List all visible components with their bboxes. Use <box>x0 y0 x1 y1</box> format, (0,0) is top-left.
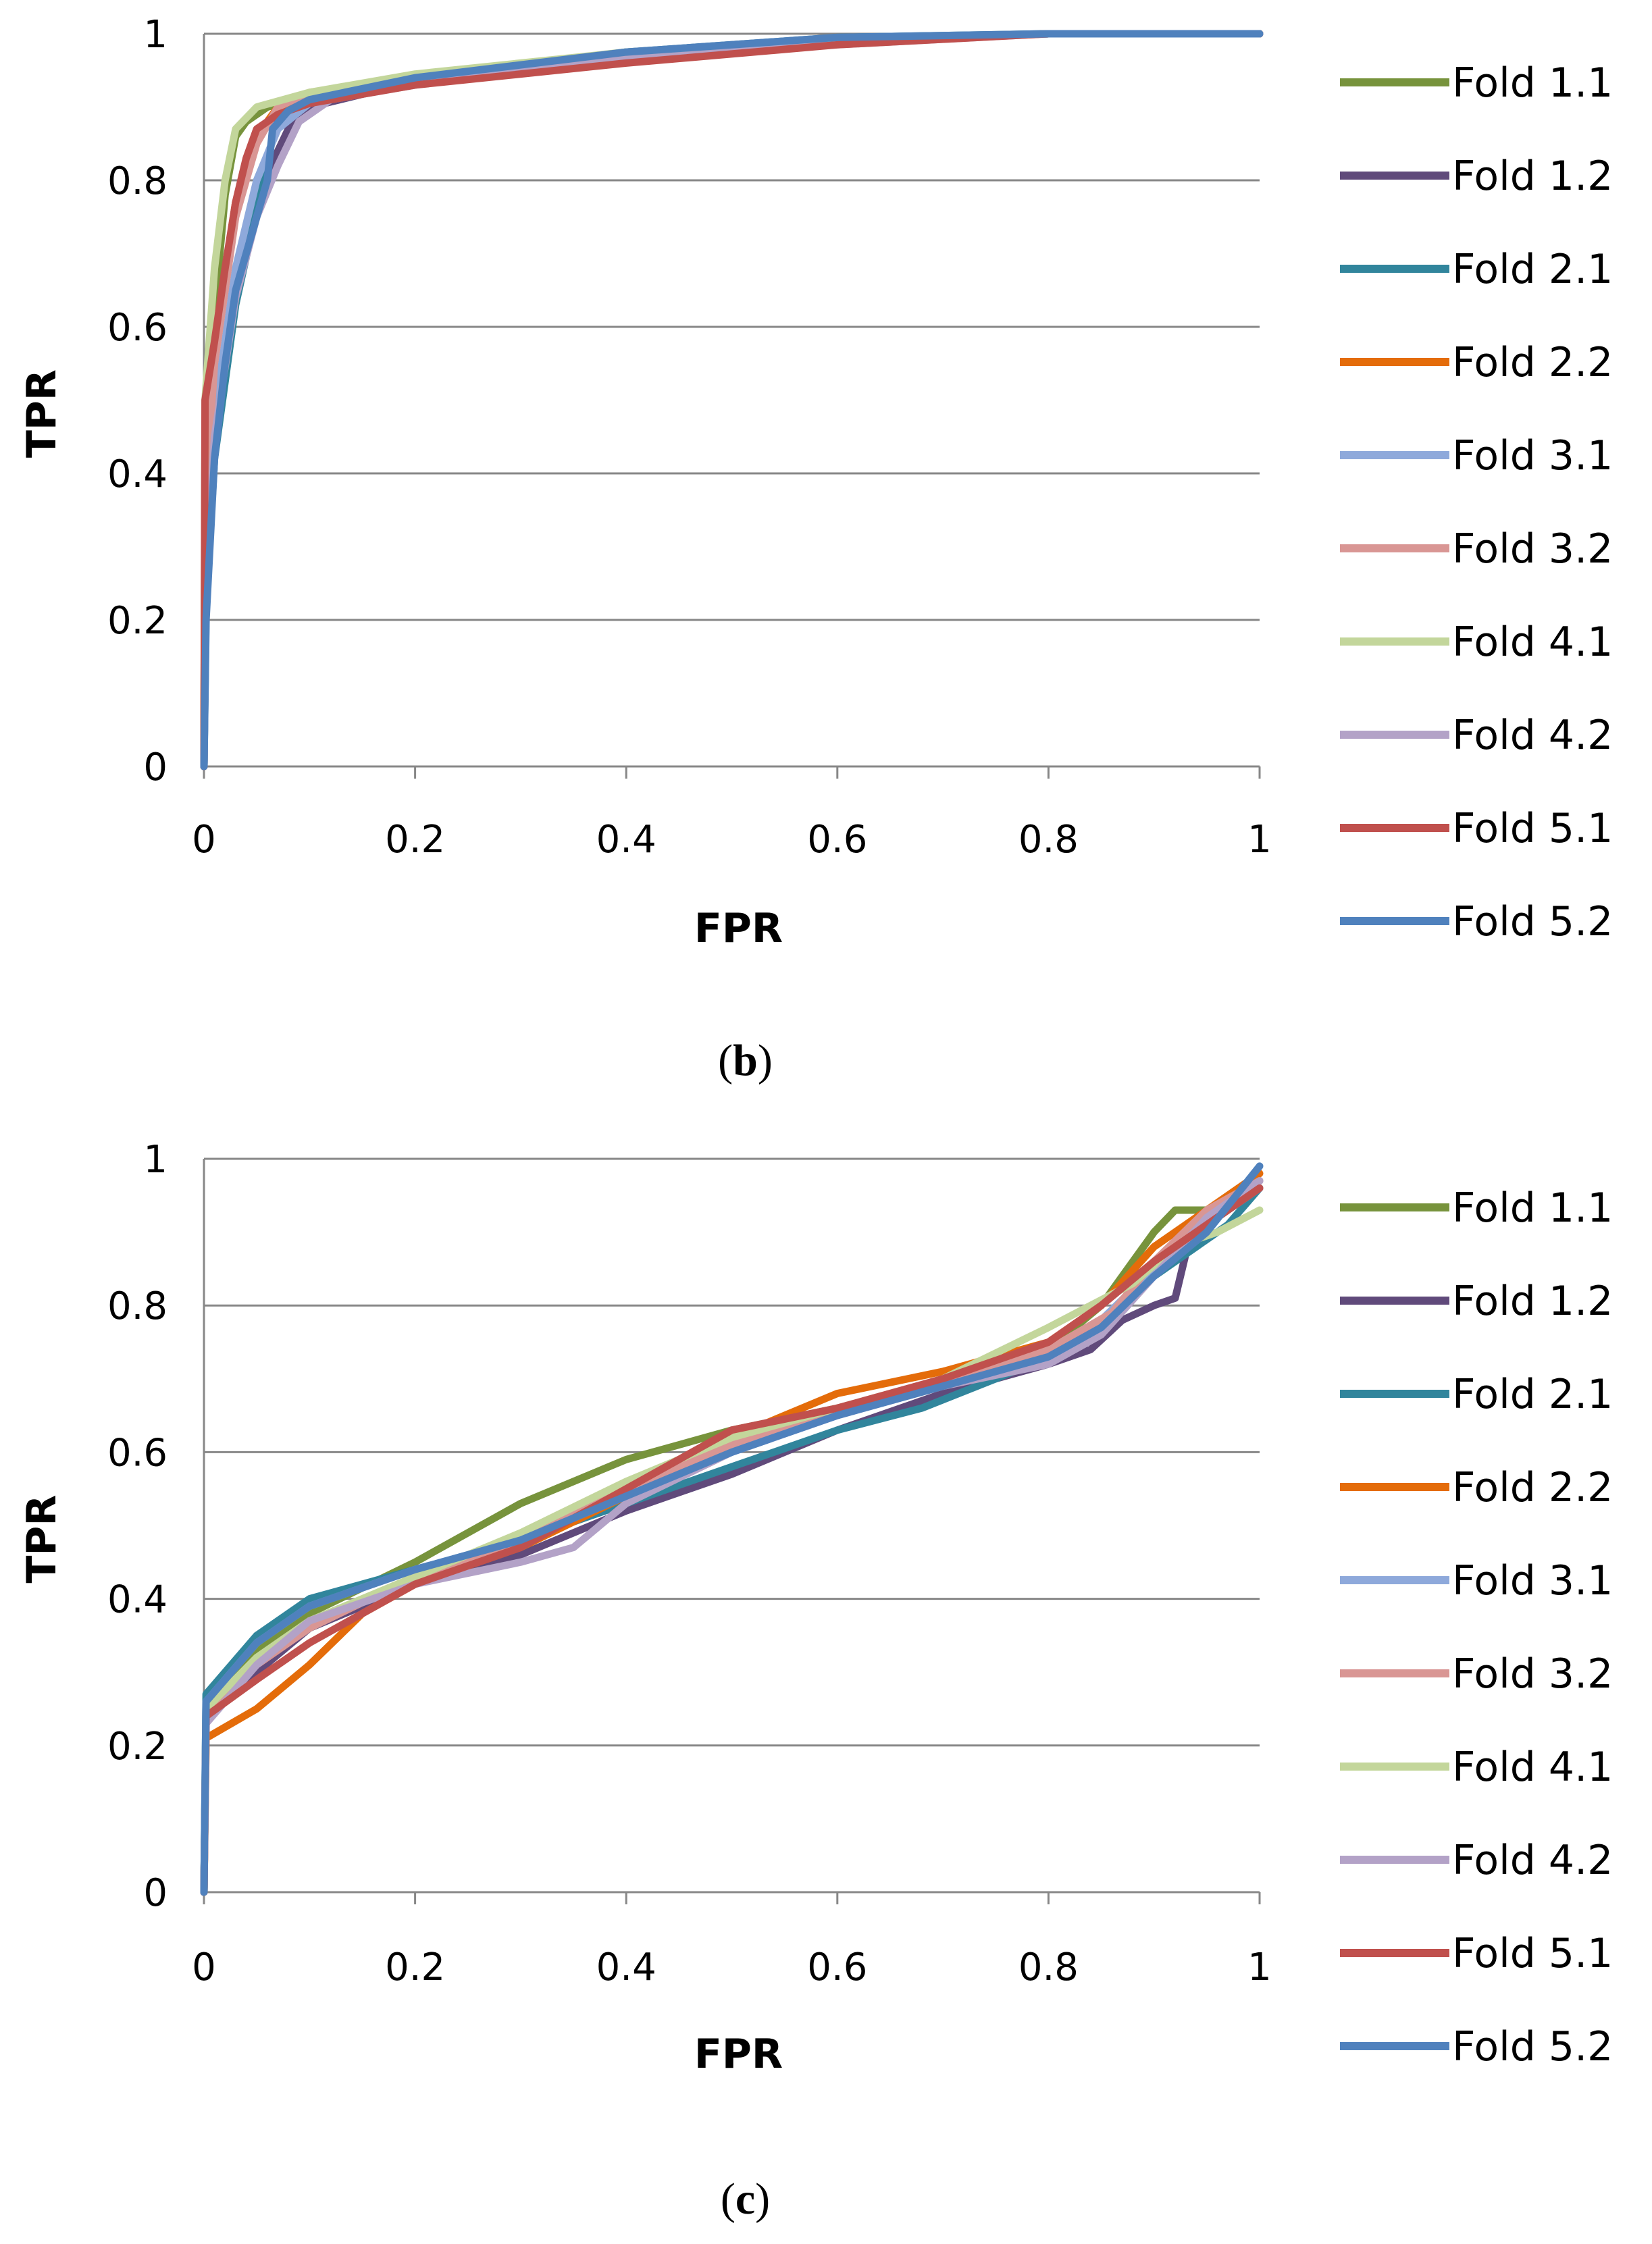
legend-label: Fold 3.2 <box>1452 1650 1613 1698</box>
legend-label: Fold 5.2 <box>1452 898 1613 945</box>
legend-label: Fold 1.2 <box>1452 1278 1613 1325</box>
caption-close-paren: ) <box>755 2174 770 2224</box>
y-tick-label: 0 <box>143 746 167 789</box>
x-tick-label: 0 <box>192 1946 216 1989</box>
series-line-fold-5.1 <box>200 1184 1264 1896</box>
caption-panel-letter: c <box>735 2174 755 2224</box>
x-tick-label: 0.6 <box>807 1946 867 1989</box>
legend-label: Fold 2.1 <box>1452 246 1613 293</box>
y-tick-label: 0.2 <box>107 599 167 643</box>
series-line-fold-5.2 <box>200 30 1264 771</box>
caption-close-paren: ) <box>758 1036 773 1085</box>
legend-label: Fold 1.1 <box>1452 59 1613 107</box>
y-tick-label: 0 <box>143 1871 167 1915</box>
series-line-fold-5.2 <box>200 1162 1264 1896</box>
y-tick-label: 0.2 <box>107 1725 167 1769</box>
x-tick-label: 0 <box>192 818 216 862</box>
x-tick-label: 0.8 <box>1018 1946 1079 1989</box>
caption-panel-letter: b <box>733 1036 758 1085</box>
legend-label: Fold 2.2 <box>1452 339 1613 386</box>
roc-chart-panel-c: 0 0.2 0.4 0.6 0.8 1 0 0.2 0.4 0.6 0.8 1 FPR TPR Fold 1… <box>18 1138 1613 2224</box>
x-tick-label: 1 <box>1247 1946 1272 1989</box>
roc-chart-panel-b: 0 0.2 0.4 0.6 0.8 1 0 0.2 0.4 0.6 0.8 1 FPR TPR Fold 1… <box>18 13 1613 1085</box>
x-tick-label: 0.2 <box>385 818 445 862</box>
legend-label: Fold 2.1 <box>1452 1371 1613 1418</box>
x-tick-label: 1 <box>1247 818 1272 862</box>
legend-label: Fold 1.2 <box>1452 153 1613 200</box>
x-axis-title: FPR <box>694 2031 783 2078</box>
legend-label: Fold 5.1 <box>1452 1930 1613 1977</box>
y-tick-label: 0.6 <box>107 1431 167 1475</box>
y-axis-title: TPR <box>18 369 66 458</box>
y-tick-label: 1 <box>143 1138 167 1182</box>
legend-label: Fold 4.1 <box>1452 1744 1613 1791</box>
y-tick-label: 0.6 <box>107 306 167 350</box>
legend-label: Fold 4.2 <box>1452 1837 1613 1884</box>
legend-label: Fold 4.1 <box>1452 619 1613 666</box>
y-tick-label: 0.8 <box>107 159 167 203</box>
x-tick-label: 0.4 <box>596 1946 656 1989</box>
panel-caption: (c) <box>721 2174 770 2224</box>
x-tick-label: 0.4 <box>596 818 656 862</box>
legend-label: Fold 2.2 <box>1452 1464 1613 1511</box>
x-tick-label: 0.8 <box>1018 818 1079 862</box>
legend-label: Fold 3.1 <box>1452 432 1613 479</box>
caption-open-paren: ( <box>721 2174 735 2224</box>
x-tick-label: 0.2 <box>385 1946 445 1989</box>
legend-label: Fold 3.2 <box>1452 525 1613 573</box>
y-tick-label: 0.8 <box>107 1284 167 1328</box>
legend-label: Fold 5.2 <box>1452 2023 1613 2070</box>
legend-label: Fold 3.1 <box>1452 1557 1613 1604</box>
legend-label: Fold 5.1 <box>1452 805 1613 852</box>
y-tick-label: 1 <box>143 13 167 57</box>
series-line-fold-5.1 <box>200 30 1264 771</box>
y-axis-title: TPR <box>18 1494 66 1583</box>
y-tick-label: 0.4 <box>107 1578 167 1622</box>
x-axis-title: FPR <box>694 905 783 952</box>
legend-label: Fold 4.2 <box>1452 712 1613 759</box>
legend-label: Fold 1.1 <box>1452 1184 1613 1232</box>
x-tick-label: 0.6 <box>807 818 867 862</box>
y-tick-label: 0.4 <box>107 452 167 496</box>
panel-caption: (b) <box>718 1036 773 1085</box>
caption-open-paren: ( <box>718 1036 733 1085</box>
